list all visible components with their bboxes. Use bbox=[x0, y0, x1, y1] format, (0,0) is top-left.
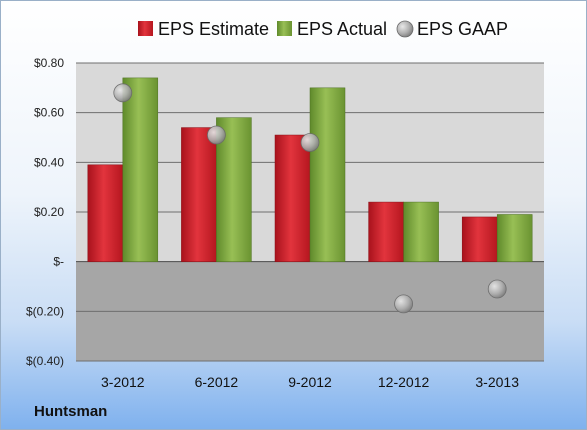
y-tick-label: $0.60 bbox=[34, 106, 64, 120]
estimate-bar bbox=[461, 216, 498, 262]
gaap-marker bbox=[206, 125, 226, 145]
x-tick-label: 6-2012 bbox=[195, 374, 239, 390]
legend-swatch-gaap bbox=[396, 20, 414, 38]
gaap-marker bbox=[113, 83, 133, 103]
estimate-bar bbox=[274, 134, 311, 262]
y-tick-label: $0.80 bbox=[34, 56, 64, 70]
legend-swatch-actual bbox=[277, 21, 292, 36]
legend-label-actual: EPS Actual bbox=[297, 19, 387, 39]
y-tick-label: $- bbox=[53, 255, 64, 269]
legend-swatch-estimate bbox=[138, 21, 153, 36]
company-label: Huntsman bbox=[34, 403, 108, 420]
x-tick-label: 12-2012 bbox=[378, 374, 430, 390]
y-tick-label: $(0.20) bbox=[26, 304, 64, 318]
y-tick-label: $0.40 bbox=[34, 155, 64, 169]
actual-bar bbox=[309, 87, 346, 262]
y-tick-label: $0.20 bbox=[34, 205, 64, 219]
estimate-bar bbox=[368, 201, 404, 262]
gaap-marker bbox=[300, 133, 320, 152]
actual-bar bbox=[496, 214, 533, 262]
estimate-bar bbox=[87, 164, 124, 262]
x-tick-label: 3-2012 bbox=[101, 374, 145, 390]
estimate-bar bbox=[181, 127, 217, 262]
actual-bar bbox=[403, 201, 439, 262]
gaap-marker bbox=[487, 279, 507, 299]
gaap-marker bbox=[394, 294, 414, 314]
legend-label-gaap: EPS GAAP bbox=[417, 19, 508, 39]
legend-label-estimate: EPS Estimate bbox=[158, 19, 269, 39]
actual-bar bbox=[122, 77, 159, 262]
x-tick-label: 9-2012 bbox=[288, 374, 332, 390]
x-tick-label: 3-2013 bbox=[475, 374, 519, 390]
y-tick-label: $(0.40) bbox=[26, 354, 64, 368]
